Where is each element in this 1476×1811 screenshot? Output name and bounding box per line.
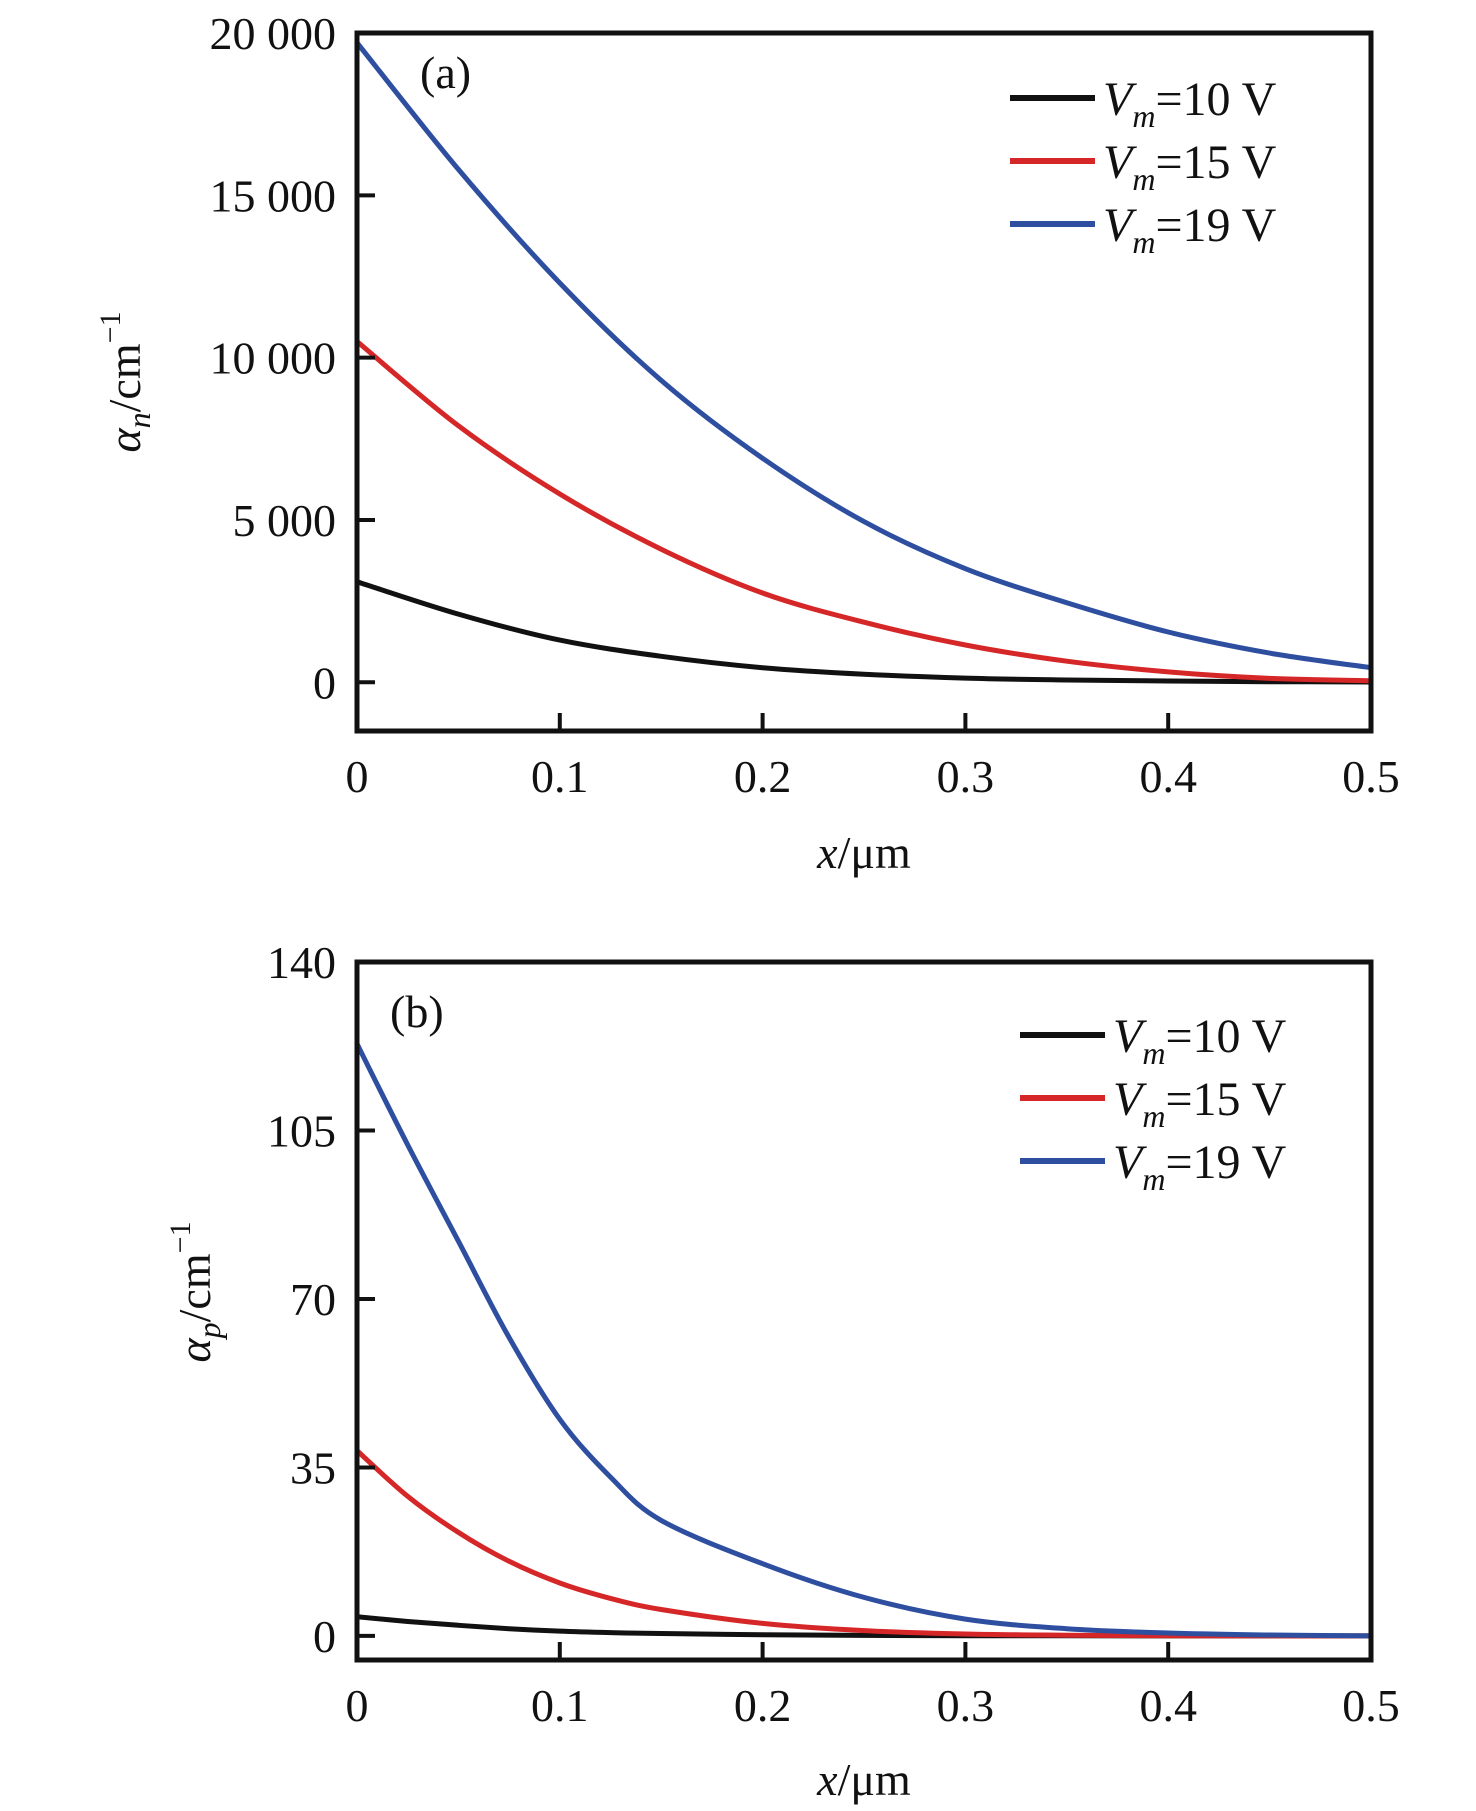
legend-value: =19 V bbox=[1155, 199, 1276, 252]
x-tick-label: 0.4 bbox=[1139, 1680, 1197, 1731]
chart-panel-1: 0 0.1 0.2 0.3 0.4 0.5 0 5 000 10 000 15 000 20 000… bbox=[94, 8, 1400, 878]
legend-subscript: m bbox=[1132, 224, 1155, 260]
y-tick-label: 70 bbox=[290, 1274, 336, 1325]
y-axis-title: αp/cm−1 bbox=[164, 1221, 227, 1362]
y-tick-label: 35 bbox=[290, 1442, 336, 1493]
legend-label-1: Vm=10 V bbox=[1103, 73, 1277, 134]
panel-label: (b) bbox=[390, 986, 444, 1037]
legend-var: V bbox=[1113, 1073, 1147, 1126]
legend-subscript: m bbox=[1142, 1035, 1165, 1071]
panel-label: (a) bbox=[420, 47, 471, 98]
series-line-2 bbox=[357, 1448, 1371, 1639]
x-tick-label: 0.2 bbox=[734, 751, 792, 802]
x-tick-label: 0.2 bbox=[734, 1680, 792, 1731]
legend-value: =10 V bbox=[1155, 73, 1276, 126]
legend-value: =10 V bbox=[1165, 1010, 1286, 1063]
legend-value: =15 V bbox=[1165, 1073, 1286, 1126]
x-tick-label: 0.3 bbox=[937, 1680, 995, 1731]
y-tick-label: 5 000 bbox=[233, 495, 337, 546]
y-axis-subscript: n bbox=[121, 412, 157, 428]
series-line-3 bbox=[357, 40, 1371, 671]
x-axis-var: x bbox=[816, 827, 838, 878]
series-line-3 bbox=[357, 1041, 1371, 1639]
x-axis-title: x/μm bbox=[816, 1754, 911, 1805]
y-axis-subscript: p bbox=[191, 1322, 227, 1340]
y-tick-label: 140 bbox=[267, 937, 336, 988]
series-lines bbox=[357, 40, 1371, 685]
legend: Vm=10 VVm=15 VVm=19 V bbox=[1010, 73, 1277, 260]
x-tick-label: 0 bbox=[346, 751, 369, 802]
x-tick-label: 0.1 bbox=[531, 1680, 589, 1731]
legend-var: V bbox=[1103, 136, 1137, 189]
x-axis-unit: /μm bbox=[838, 827, 911, 878]
series-lines bbox=[357, 1041, 1371, 1639]
legend-label-3: Vm=19 V bbox=[1113, 1136, 1287, 1197]
legend-var: V bbox=[1113, 1136, 1147, 1189]
y-tick-label: 0 bbox=[313, 1611, 336, 1662]
legend-label-2: Vm=15 V bbox=[1113, 1073, 1287, 1134]
legend-label-2: Vm=15 V bbox=[1103, 136, 1277, 197]
y-tick-label: 10 000 bbox=[210, 333, 337, 384]
plot-frame bbox=[354, 30, 1374, 734]
x-tick-label: 0.5 bbox=[1342, 1680, 1400, 1731]
plot-frame bbox=[354, 959, 1374, 1663]
y-axis-unit: /cm bbox=[99, 343, 150, 412]
legend-value: =15 V bbox=[1155, 136, 1276, 189]
y-tick-label: 0 bbox=[313, 657, 336, 708]
legend-subscript: m bbox=[1142, 1161, 1165, 1197]
y-axis-title: αn/cm−1 bbox=[94, 311, 157, 452]
y-axis-unit: /cm bbox=[169, 1253, 220, 1322]
chart-panel-2: 0 0.1 0.2 0.3 0.4 0.5 0 35 70 105 140 (b) x/μm αp/cm−… bbox=[164, 937, 1400, 1805]
legend-subscript: m bbox=[1132, 161, 1155, 197]
x-axis-unit: /μm bbox=[838, 1754, 911, 1805]
y-axis-var: α bbox=[169, 1338, 220, 1363]
x-axis-title: x/μm bbox=[816, 827, 911, 878]
legend-value: =19 V bbox=[1165, 1136, 1286, 1189]
y-axis-superscript: −1 bbox=[94, 311, 127, 343]
legend-label-1: Vm=10 V bbox=[1113, 1010, 1287, 1071]
legend-var: V bbox=[1113, 1010, 1147, 1063]
y-axis-superscript: −1 bbox=[164, 1221, 197, 1253]
x-tick-label: 0.1 bbox=[531, 751, 589, 802]
legend-var: V bbox=[1103, 73, 1137, 126]
x-axis-var: x bbox=[816, 1754, 838, 1805]
x-tick-label: 0.5 bbox=[1342, 751, 1400, 802]
y-axis-var: α bbox=[99, 428, 150, 453]
series-line-1 bbox=[357, 579, 1371, 685]
legend-label-3: Vm=19 V bbox=[1103, 199, 1277, 260]
y-tick-label: 15 000 bbox=[210, 170, 337, 221]
x-tick-label: 0.3 bbox=[937, 751, 995, 802]
legend-subscript: m bbox=[1132, 98, 1155, 134]
legend-subscript: m bbox=[1142, 1098, 1165, 1134]
x-tick-label: 0.4 bbox=[1139, 751, 1197, 802]
y-tick-label: 105 bbox=[267, 1105, 336, 1156]
series-line-2 bbox=[357, 338, 1371, 684]
y-tick-label: 20 000 bbox=[210, 8, 337, 59]
x-tick-label: 0 bbox=[346, 1680, 369, 1731]
legend: Vm=10 VVm=15 VVm=19 V bbox=[1020, 1010, 1287, 1197]
legend-var: V bbox=[1103, 199, 1137, 252]
